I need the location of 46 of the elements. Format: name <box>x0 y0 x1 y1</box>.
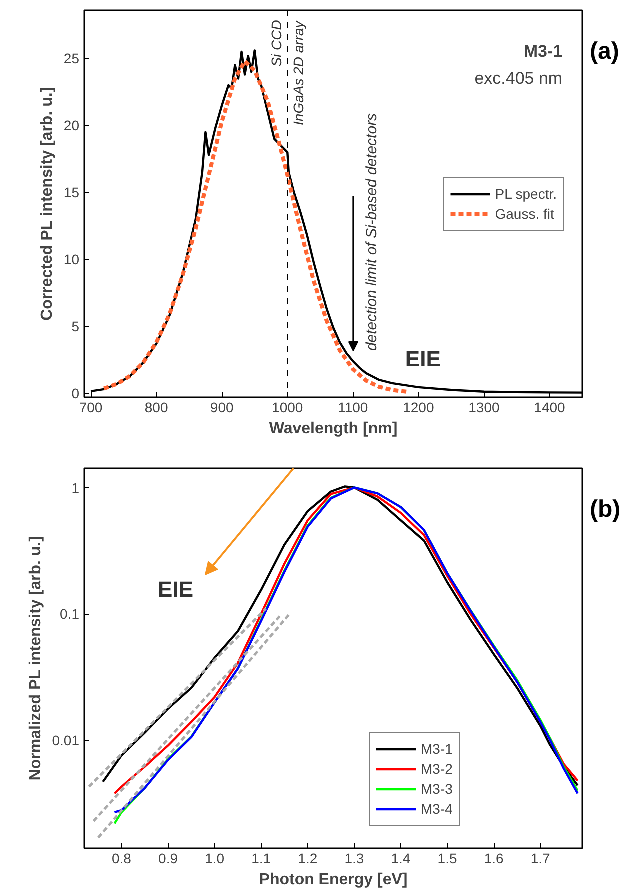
x-tick-label: 1.1 <box>252 850 272 866</box>
y-tick-label: 0 <box>72 385 80 402</box>
text: (a) <box>590 37 620 67</box>
x-tick-label: 1100 <box>338 400 368 416</box>
x-tick-label: 800 <box>144 400 168 416</box>
x-tick-label: 1.5 <box>438 850 458 866</box>
x-tick-label: 1.3 <box>344 850 364 866</box>
y-tick-label: 20 <box>64 118 80 134</box>
y-tick-label: 25 <box>64 50 80 67</box>
y-axis-title: Corrected PL intensity [arb. u.] <box>38 87 56 321</box>
x-tick-label: 0.9 <box>158 850 178 866</box>
annotation: InGaAs 2D array <box>290 20 307 126</box>
x-tick-label: 700 <box>79 400 103 416</box>
x-tick-label: 900 <box>210 400 234 416</box>
legend-label: PL spectr. <box>495 186 557 202</box>
x-axis-title: Photon Energy [eV] <box>259 872 408 888</box>
y-tick-label: 5 <box>72 318 80 335</box>
x-tick-label: 1000 <box>272 400 304 416</box>
legend-label: M3-1 <box>421 741 453 757</box>
text: (b) <box>590 495 621 525</box>
y-axis-title: Normalized PL intensity [arb. u.] <box>27 536 44 781</box>
legend-label: M3-4 <box>421 801 453 817</box>
x-tick-label: 1.6 <box>484 850 504 866</box>
legend-label: M3-2 <box>421 761 453 777</box>
x-tick-label: 1.2 <box>298 850 318 866</box>
x-tick-label: 1300 <box>468 400 500 416</box>
annotation: detection limit of Si-based detectors <box>363 112 380 352</box>
legend-label: M3-3 <box>421 781 453 797</box>
legend-label: Gauss. fit <box>495 206 554 222</box>
x-tick-label: 0.8 <box>112 850 132 866</box>
y-tick-label: 0.01 <box>52 732 80 749</box>
annotation: EIE <box>405 346 441 372</box>
y-tick-label: 1 <box>72 480 80 496</box>
y-tick-label: 0.1 <box>60 606 80 622</box>
ref-line-label: Si CCD <box>268 20 285 67</box>
annotation: exc.405 nm <box>474 68 563 88</box>
x-tick-label: 1200 <box>403 400 434 416</box>
y-tick-label: 15 <box>64 184 80 201</box>
x-axis-title: Wavelength [nm] <box>269 420 398 438</box>
y-tick-label: 10 <box>64 252 80 268</box>
x-tick-label: 1.7 <box>530 850 551 866</box>
annotation: M3-1 <box>524 42 563 61</box>
x-tick-label: 1.4 <box>391 850 411 866</box>
x-tick-label: 1400 <box>534 400 566 416</box>
x-tick-label: 1.0 <box>205 850 225 866</box>
annotation: EIE <box>158 576 194 602</box>
